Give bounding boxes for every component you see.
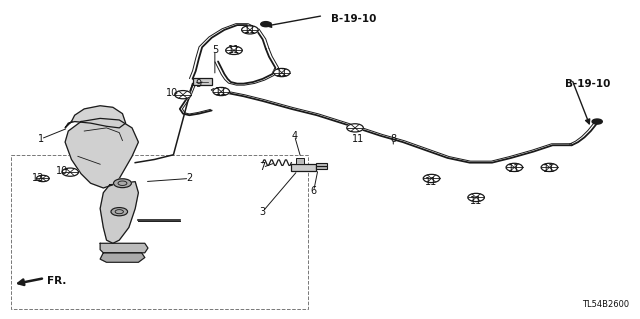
Circle shape (213, 87, 230, 96)
Text: 11: 11 (543, 164, 556, 174)
Circle shape (36, 175, 49, 182)
Text: 9: 9 (196, 78, 202, 89)
Text: B-19-10: B-19-10 (565, 78, 611, 89)
FancyBboxPatch shape (316, 163, 327, 166)
Text: 10: 10 (166, 88, 179, 98)
Text: 11: 11 (470, 196, 483, 206)
Text: 11: 11 (244, 25, 256, 35)
FancyBboxPatch shape (291, 164, 316, 171)
Circle shape (592, 119, 602, 124)
Text: 11: 11 (508, 164, 520, 174)
Circle shape (113, 179, 131, 188)
Text: 1: 1 (38, 134, 44, 144)
Circle shape (468, 193, 484, 202)
Text: 6: 6 (310, 186, 317, 196)
Text: 11: 11 (215, 86, 227, 97)
FancyBboxPatch shape (193, 78, 212, 85)
Text: 12: 12 (32, 174, 45, 183)
Text: 3: 3 (260, 207, 266, 217)
Polygon shape (65, 106, 125, 128)
Text: 11: 11 (352, 134, 364, 144)
Polygon shape (100, 243, 148, 253)
Circle shape (175, 91, 191, 99)
Circle shape (242, 26, 258, 34)
Circle shape (506, 163, 523, 172)
Circle shape (347, 124, 364, 132)
Text: 8: 8 (390, 134, 396, 144)
Text: 2: 2 (186, 174, 193, 183)
Circle shape (62, 168, 79, 176)
Text: 11: 11 (426, 177, 438, 187)
FancyBboxPatch shape (296, 158, 304, 164)
Circle shape (111, 208, 127, 216)
Text: TL54B2600: TL54B2600 (582, 300, 629, 309)
Text: 11: 11 (228, 45, 240, 56)
Polygon shape (65, 118, 138, 188)
Text: 4: 4 (291, 131, 298, 141)
FancyBboxPatch shape (316, 166, 327, 169)
Text: 11: 11 (276, 68, 288, 78)
Circle shape (226, 46, 243, 55)
Text: 7: 7 (260, 162, 266, 172)
Circle shape (273, 69, 290, 77)
Polygon shape (100, 253, 145, 262)
Text: 10: 10 (56, 166, 68, 175)
Circle shape (423, 174, 440, 182)
Circle shape (260, 22, 271, 27)
Circle shape (541, 163, 557, 172)
Text: B-19-10: B-19-10 (332, 14, 377, 24)
Text: 5: 5 (212, 45, 218, 56)
Polygon shape (100, 182, 138, 243)
Text: FR.: FR. (47, 276, 67, 286)
